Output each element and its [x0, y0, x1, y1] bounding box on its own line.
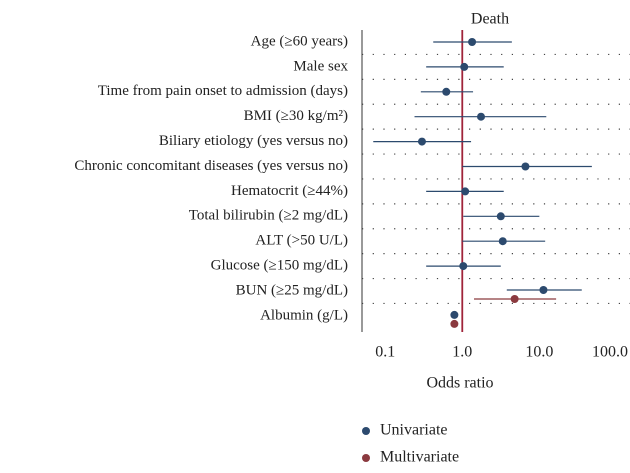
point-estimate [442, 87, 451, 96]
point-estimate [521, 162, 530, 171]
row-label: Hematocrit (≥44%) [231, 183, 348, 199]
point-estimate [477, 112, 486, 121]
row-label: Total bilirubin (≥2 mg/dL) [189, 208, 348, 224]
legend-label: Univariate [380, 422, 448, 439]
legend-marker [362, 427, 370, 435]
point-estimate [450, 310, 459, 319]
x-tick-label: 1.0 [452, 344, 472, 361]
point-estimate [539, 286, 548, 294]
point-estimate [460, 62, 469, 71]
x-tick-label: 10.0 [525, 344, 553, 361]
point-estimate [461, 187, 470, 196]
row-label: Time from pain onset to admission (days) [98, 83, 348, 99]
row-label: BUN (≥25 mg/dL) [236, 282, 348, 298]
legend-label: Multivariate [380, 449, 459, 466]
row-label: Glucose (≥150 mg/dL) [211, 258, 348, 274]
point-estimate [459, 262, 468, 271]
point-estimate [417, 137, 426, 146]
point-estimate [498, 237, 507, 246]
row-label: ALT (>50 U/L) [255, 233, 348, 249]
legend-marker [362, 454, 370, 462]
row-label: Male sex [293, 58, 348, 74]
row-label: BMI (≥30 kg/m²) [244, 108, 348, 124]
row-label: Biliary etiology (yes versus no) [159, 133, 348, 149]
x-tick-label: 0.1 [375, 344, 395, 361]
row-label: Age (≥60 years) [251, 33, 348, 49]
point-estimate [510, 295, 519, 303]
x-tick-label: 100.0 [592, 344, 628, 361]
row-label: Albumin (g/L) [260, 307, 348, 323]
point-estimate [450, 319, 459, 328]
row-label: Chronic concomitant diseases (yes versus… [74, 158, 348, 174]
chart-title: Death [471, 11, 509, 28]
x-axis-label: Odds ratio [426, 375, 493, 392]
point-estimate [496, 212, 505, 221]
point-estimate [468, 38, 477, 46]
